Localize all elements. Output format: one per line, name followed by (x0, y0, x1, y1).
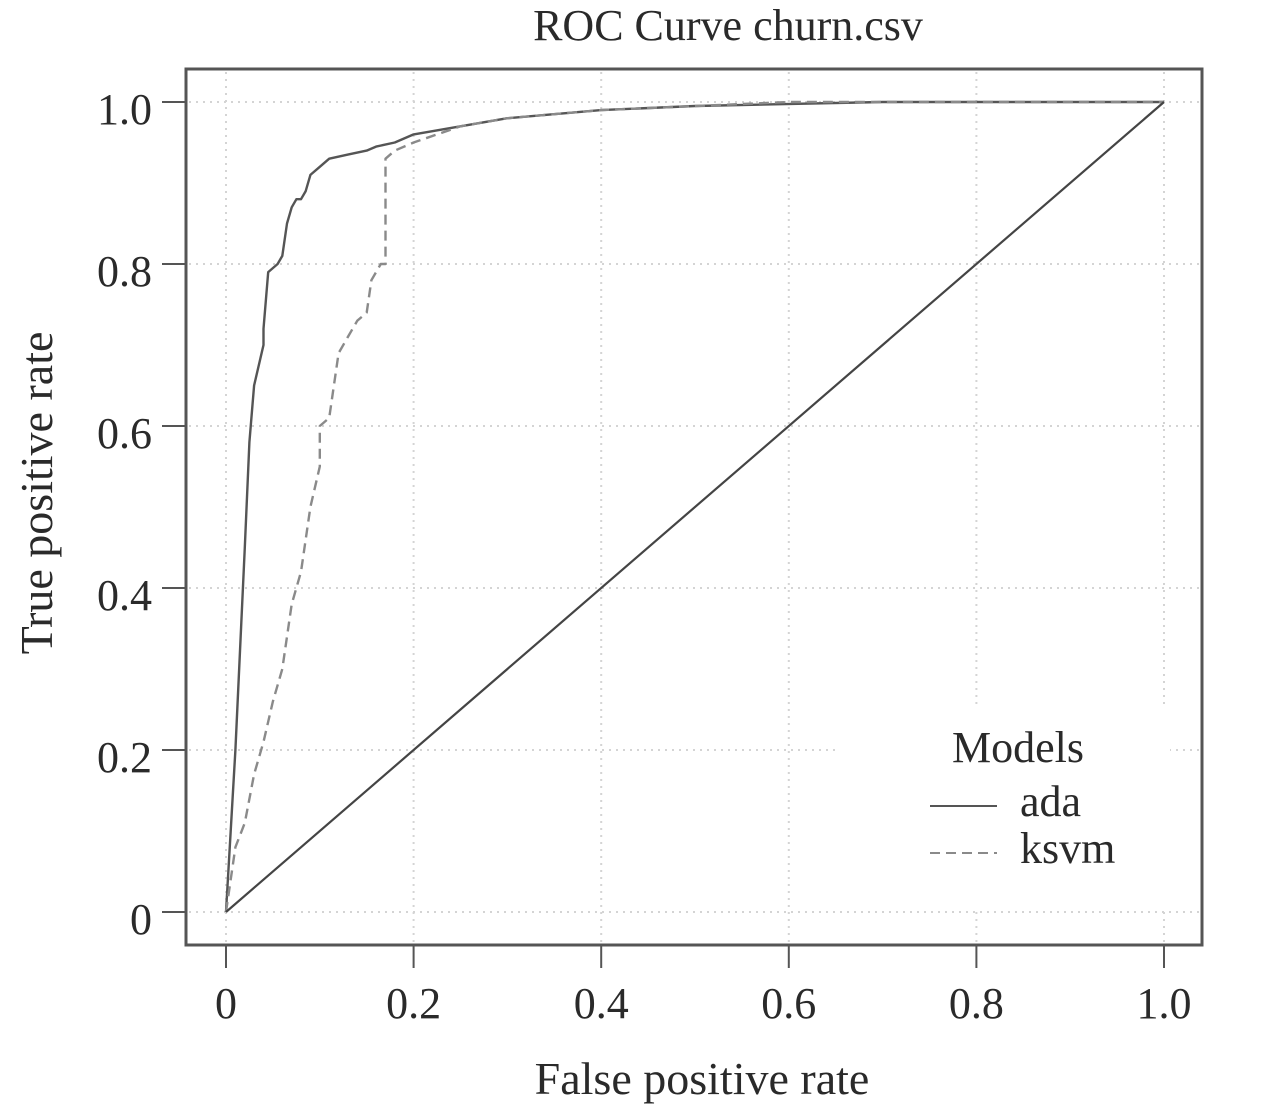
y-tick-label-2: 0.4 (97, 571, 152, 620)
series-layer (224, 100, 1165, 913)
y-tick-label-3: 0.6 (97, 409, 152, 458)
series-line-reference (225, 101, 1165, 913)
legend-label-ada: ada (1020, 777, 1081, 826)
y-axis-label: True positive rate (11, 332, 62, 655)
legend-background (840, 708, 1170, 908)
y-tick-label-0: 0 (130, 895, 152, 944)
grid (189, 72, 1199, 942)
y-tick-label-5: 1.0 (97, 85, 152, 134)
y-axis: 0 0.2 0.4 0.6 0.8 1.0 (97, 85, 186, 944)
x-tick-label-0: 0 (215, 979, 237, 1028)
y-tick-label-4: 0.8 (97, 247, 152, 296)
x-tick-label-4: 0.8 (949, 979, 1004, 1028)
chart-title: ROC Curve churn.csv (533, 1, 923, 50)
x-tick-label-1: 0.2 (386, 979, 441, 1028)
x-tick-label-5: 1.0 (1137, 979, 1192, 1028)
legend: Models ada ksvm (840, 708, 1170, 908)
x-tick-label-3: 0.6 (761, 979, 816, 1028)
legend-title: Models (952, 723, 1084, 772)
legend-label-ksvm: ksvm (1020, 824, 1115, 873)
y-tick-label-1: 0.2 (97, 733, 152, 782)
plot-frame (184, 67, 1204, 947)
x-tick-label-2: 0.4 (574, 979, 629, 1028)
series-line-ksvm (224, 100, 1164, 913)
x-axis-label: False positive rate (535, 1053, 870, 1104)
x-axis: 0 0.2 0.4 0.6 0.8 1.0 (215, 945, 1192, 1028)
